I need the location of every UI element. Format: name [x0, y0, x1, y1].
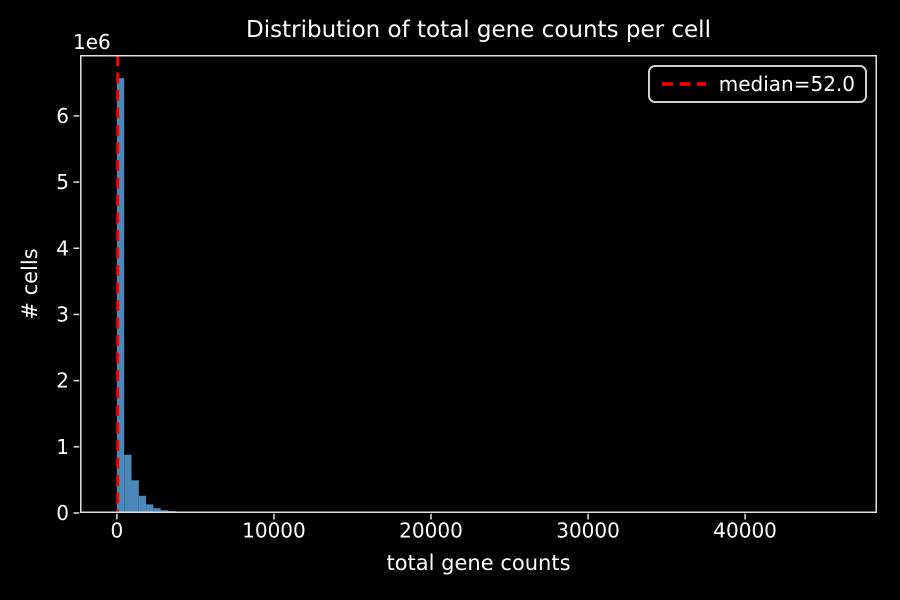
histogram-bar	[146, 504, 154, 513]
histogram-bar	[138, 495, 147, 513]
histogram-bar	[116, 78, 125, 513]
histogram-bar	[131, 480, 139, 513]
chart-title: Distribution of total gene counts per ce…	[246, 17, 711, 43]
x-tick-label: 20000	[399, 519, 463, 543]
y-tick-label: 1	[56, 435, 69, 459]
legend-label: median=52.0	[718, 72, 855, 96]
axes-spines	[80, 55, 877, 513]
y-tick-label: 4	[56, 236, 69, 260]
x-tick-label: 0	[111, 519, 124, 543]
legend-dashed-line-icon	[662, 82, 706, 86]
y-axis-label: # cells	[18, 248, 42, 320]
legend-box: median=52.0	[648, 65, 867, 103]
y-tick-label: 3	[56, 302, 69, 326]
x-tick-label: 10000	[242, 519, 306, 543]
histogram-bar	[153, 508, 161, 513]
x-tick-label: 30000	[556, 519, 620, 543]
y-tick-label: 2	[56, 369, 69, 393]
y-tick-label: 5	[56, 170, 69, 194]
histogram-bar	[124, 454, 132, 513]
y-tick-label: 6	[56, 104, 69, 128]
y-tick-label: 0	[56, 501, 69, 525]
x-axis-label: total gene counts	[386, 551, 571, 575]
x-tick-label: 40000	[713, 519, 777, 543]
y-axis-offset-label: 1e6	[73, 30, 111, 54]
